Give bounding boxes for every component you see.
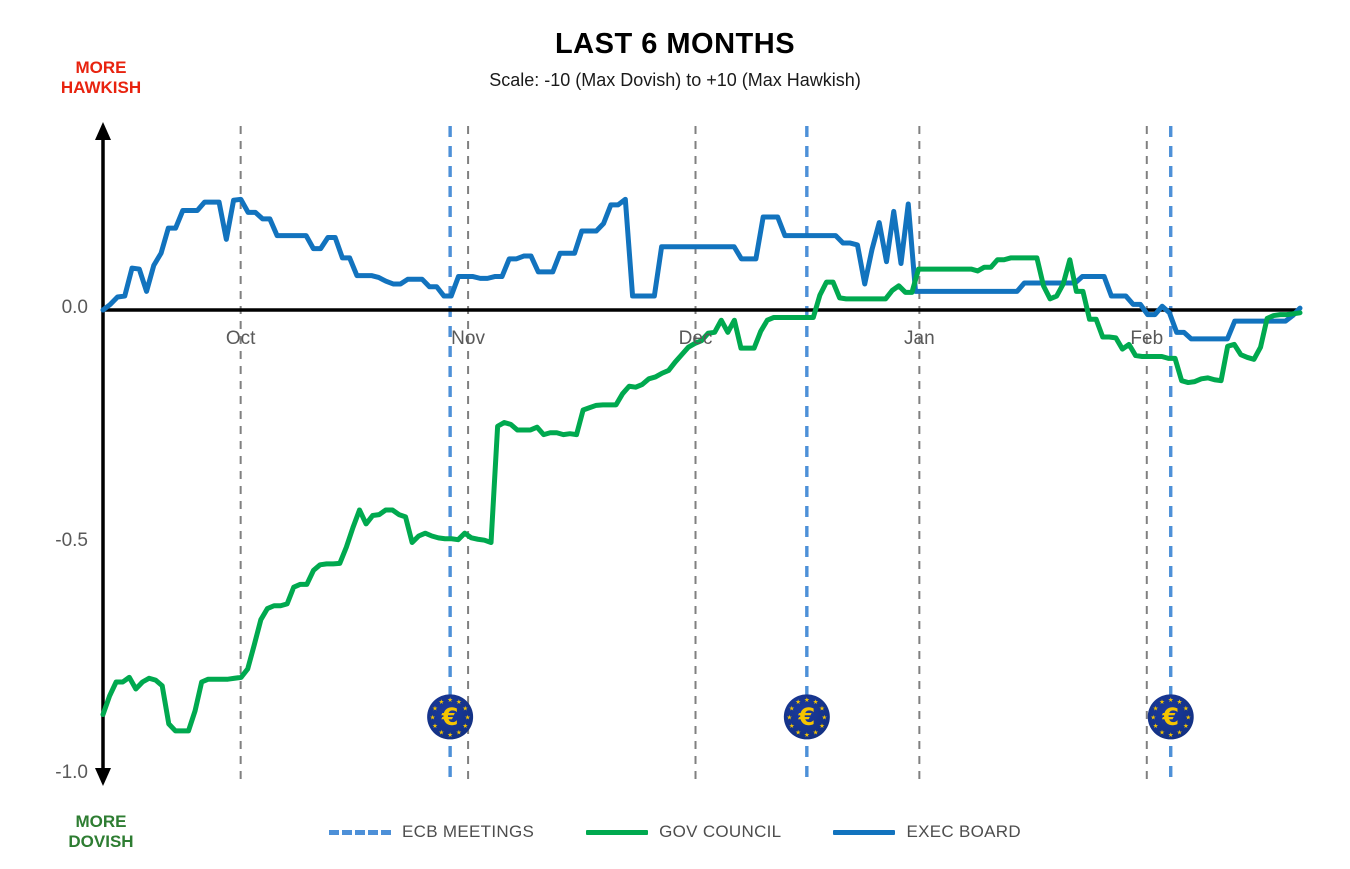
- legend-label: EXEC BOARD: [906, 822, 1021, 841]
- chart-subtitle: Scale: -10 (Max Dovish) to +10 (Max Hawk…: [489, 70, 861, 90]
- ecb-euro-logo-icon-1: ★ ★★★★★★★★★★★€: [427, 694, 474, 740]
- x-tick-label-nov: Nov: [451, 328, 485, 349]
- more-hawkish-line1: MORE: [75, 58, 127, 77]
- x-tick-label-oct: Oct: [225, 328, 256, 349]
- svg-text:★: ★: [1177, 699, 1183, 706]
- svg-text:★: ★: [430, 714, 436, 721]
- svg-text:★: ★: [1183, 706, 1189, 713]
- axis-arrow-up-icon: [95, 122, 111, 140]
- x-tick-label-jan: Jan: [904, 328, 935, 349]
- svg-text:★: ★: [465, 714, 471, 721]
- y-tick-label-1: -0.5: [55, 530, 88, 551]
- month-gridlines: [239, 126, 1148, 782]
- axis-group: [95, 122, 1300, 786]
- svg-text:★: ★: [1150, 714, 1156, 721]
- ecb-euro-logo-icon-2: ★ ★★★★★★★★★★★€: [783, 694, 830, 740]
- chart-legend: ECB MEETINGS GOV COUNCIL EXEC BOARD: [0, 822, 1350, 842]
- svg-text:★: ★: [813, 699, 819, 706]
- svg-text:★: ★: [789, 706, 795, 713]
- svg-text:★: ★: [456, 699, 462, 706]
- svg-text:★: ★: [819, 706, 825, 713]
- svg-text:★: ★: [1153, 723, 1159, 730]
- svg-text:★: ★: [1159, 729, 1165, 736]
- legend-label: ECB MEETINGS: [402, 822, 535, 841]
- ecb-meeting-lines: [448, 126, 1173, 782]
- svg-text:★: ★: [1185, 714, 1191, 721]
- svg-text:★: ★: [804, 732, 810, 739]
- legend-swatch-icon: [586, 829, 649, 835]
- svg-text:★: ★: [795, 729, 801, 736]
- svg-text:★: ★: [821, 714, 827, 721]
- svg-text:€: €: [441, 703, 459, 731]
- svg-text:★: ★: [462, 706, 468, 713]
- svg-text:€: €: [1161, 703, 1179, 731]
- y-tick-label-2: -1.0: [55, 762, 88, 783]
- svg-text:★: ★: [456, 729, 462, 736]
- svg-text:★: ★: [795, 699, 801, 706]
- svg-text:★: ★: [462, 723, 468, 730]
- x-tick-label-dec: Dec: [678, 328, 713, 349]
- svg-text:€: €: [797, 703, 815, 731]
- svg-text:★: ★: [786, 714, 792, 721]
- legend-item-ecb-meetings[interactable]: ECB MEETINGS: [329, 822, 534, 842]
- svg-text:★: ★: [432, 706, 438, 713]
- ecb-logo-markers: ★ ★★★★★★★★★★★€★ ★★★★★★★★★★★€★ ★★★★★★★★★★★€: [427, 694, 1194, 740]
- more-hawkish-caption: MORE HAWKISH: [36, 58, 166, 98]
- axis-arrow-down-icon: [95, 768, 111, 786]
- page-title: LAST 6 MONTHS: [554, 28, 796, 60]
- svg-text:★: ★: [1153, 706, 1159, 713]
- x-tick-label-feb: Feb: [1130, 328, 1164, 349]
- svg-text:★: ★: [789, 723, 795, 730]
- svg-text:★: ★: [432, 723, 438, 730]
- more-hawkish-line2: HAWKISH: [60, 78, 142, 98]
- legend-item-exec-board[interactable]: EXEC BOARD: [833, 822, 1021, 842]
- y-tick-label-0: 0.0: [61, 297, 88, 318]
- more-dovish-line2: DOVISH: [68, 832, 134, 852]
- series-line-gov-council: [100, 255, 1303, 734]
- svg-text:★: ★: [1183, 723, 1189, 730]
- legend-swatch-icon: [833, 829, 896, 835]
- svg-text:★: ★: [1168, 697, 1174, 704]
- ecb-euro-logo-icon-3: ★ ★★★★★★★★★★★€: [1147, 694, 1194, 740]
- svg-text:★: ★: [804, 697, 810, 704]
- svg-text:★: ★: [1159, 699, 1165, 706]
- legend-item-gov-council[interactable]: GOV COUNCIL: [586, 822, 781, 842]
- svg-text:★: ★: [439, 729, 445, 736]
- svg-text:★: ★: [1177, 729, 1183, 736]
- legend-label: GOV COUNCIL: [659, 822, 782, 841]
- legend-swatch-icon: [329, 829, 392, 835]
- svg-text:★: ★: [447, 732, 453, 739]
- series-lines: [100, 196, 1303, 734]
- svg-text:★: ★: [1168, 732, 1174, 739]
- series-line-exec-board: [100, 196, 1303, 342]
- svg-text:★: ★: [439, 699, 445, 706]
- more-dovish-line1: MORE: [75, 812, 127, 831]
- more-dovish-caption: MORE DOVISH: [36, 812, 166, 852]
- svg-text:★: ★: [819, 723, 825, 730]
- svg-text:★: ★: [447, 697, 453, 704]
- svg-text:★: ★: [813, 729, 819, 736]
